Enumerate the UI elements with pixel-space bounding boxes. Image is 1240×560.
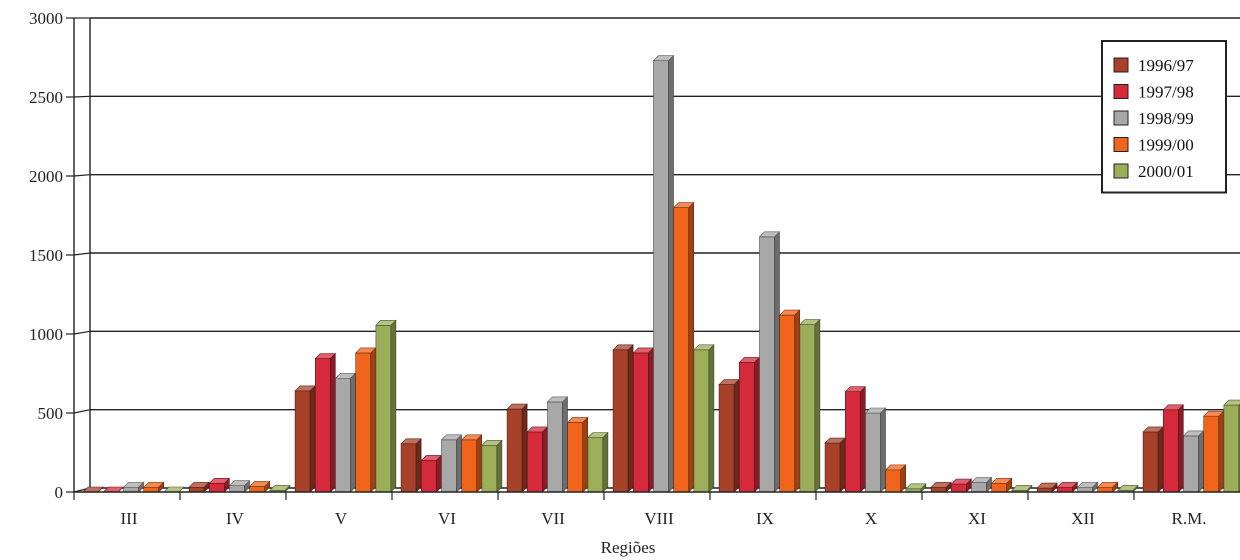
bar	[1096, 481, 1119, 493]
x-tick-label: XI	[968, 509, 986, 528]
x-tick-label: III	[121, 509, 138, 528]
bar	[758, 231, 781, 493]
bar	[1036, 482, 1058, 493]
bar	[375, 319, 397, 493]
bar	[930, 481, 952, 493]
bar	[526, 426, 549, 493]
x-tick-label: VIII	[644, 509, 674, 528]
x-tick-label: XII	[1071, 509, 1095, 528]
gridline-connector	[73, 252, 91, 256]
legend-swatch	[1113, 84, 1129, 99]
bar	[334, 372, 357, 493]
bar	[566, 416, 589, 493]
gridline-connector	[73, 174, 91, 177]
legend-swatch	[1113, 137, 1129, 152]
bar	[950, 478, 973, 493]
gridline-connector	[73, 409, 91, 414]
bar	[82, 486, 104, 493]
bar	[718, 378, 740, 493]
legend-label: 1997/98	[1138, 83, 1194, 102]
bar	[672, 201, 695, 493]
bar	[546, 396, 569, 493]
legend-label: 1998/99	[1138, 109, 1194, 128]
bar	[693, 344, 715, 493]
bar	[844, 385, 867, 493]
legend-label: 2000/01	[1138, 162, 1194, 181]
x-tick-label: V	[335, 509, 348, 528]
bar	[506, 403, 528, 493]
bar	[228, 479, 251, 493]
bar	[864, 407, 887, 493]
y-tick-label: 2000	[29, 167, 63, 186]
bar	[824, 437, 846, 493]
bar	[460, 434, 483, 493]
bar	[587, 431, 609, 493]
bar	[354, 347, 377, 493]
y-tick-label: 1000	[29, 325, 63, 344]
legend-swatch	[1113, 57, 1129, 73]
bar	[248, 480, 271, 493]
x-tick-label: R.M.	[1172, 509, 1207, 528]
x-tick-label: IX	[756, 509, 774, 528]
bar	[142, 481, 165, 493]
legend-swatch	[1113, 163, 1129, 179]
x-tick-label: X	[865, 509, 877, 528]
legend-swatch	[1113, 110, 1129, 126]
bar	[990, 477, 1013, 493]
y-tick-label: 2500	[29, 88, 63, 107]
bar	[778, 309, 801, 493]
bar	[905, 483, 927, 493]
bar	[294, 385, 316, 493]
x-axis: III IV V VI VII VIII IX X XI XII R.M.	[73, 491, 1240, 528]
legend-label: 1996/97	[1138, 56, 1194, 75]
x-tick-label: VI	[438, 509, 456, 528]
bar	[1011, 484, 1033, 493]
bar	[1142, 426, 1164, 493]
bar	[1162, 404, 1185, 493]
gridline-connector	[73, 95, 91, 98]
bar	[884, 464, 907, 493]
bar	[1202, 410, 1225, 493]
legend: 1996/97 1997/98 1998/99 1999/00 2000/01	[1101, 40, 1227, 194]
bar	[799, 318, 821, 493]
bar	[1056, 481, 1079, 493]
y-tick-label: 500	[38, 404, 64, 423]
bar	[632, 347, 655, 493]
bar	[163, 486, 185, 493]
bar	[122, 481, 145, 493]
bar	[652, 54, 675, 493]
y-tick-label: 3000	[29, 9, 63, 28]
bar	[612, 344, 634, 493]
bar	[970, 476, 993, 493]
bar	[188, 481, 210, 493]
y-tick-label: 0	[55, 483, 64, 502]
gridline-connector	[73, 330, 91, 335]
bar	[400, 438, 422, 493]
bars	[82, 54, 1240, 493]
bar	[738, 356, 761, 493]
bar	[1076, 481, 1099, 493]
y-tick-label: 1500	[29, 246, 63, 265]
bar	[1117, 484, 1139, 493]
bar	[314, 352, 337, 493]
bar	[1182, 430, 1205, 493]
bar	[440, 434, 463, 493]
x-tick-label: IV	[226, 509, 245, 528]
bar	[481, 439, 503, 493]
x-tick-label: VII	[541, 509, 565, 528]
bar	[420, 454, 443, 493]
legend-label: 1999/00	[1138, 136, 1194, 155]
bar	[208, 477, 231, 493]
bar	[269, 484, 291, 493]
bar	[1223, 399, 1240, 493]
x-axis-title: Regiões	[601, 538, 656, 557]
y-axis: 0 500 1000 1500 2000 2500 3000	[29, 9, 91, 502]
